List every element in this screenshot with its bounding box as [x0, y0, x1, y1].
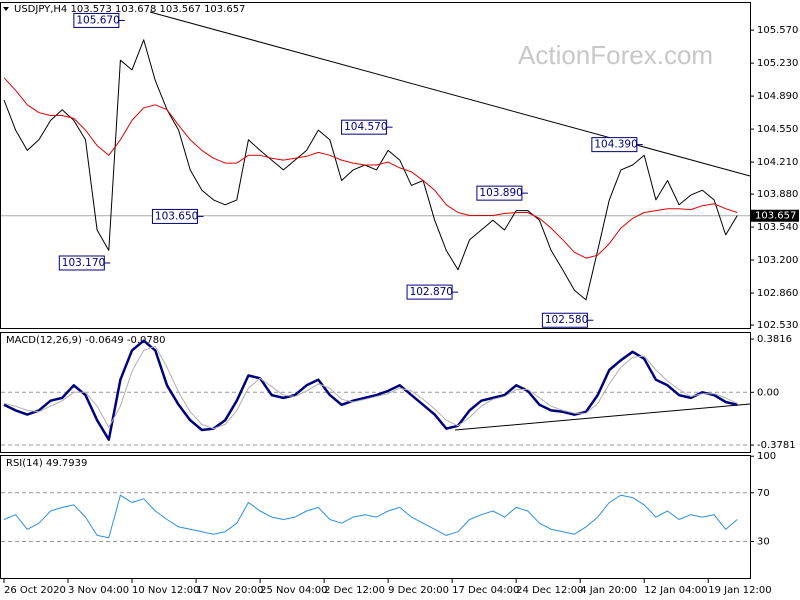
annotation-box — [341, 119, 388, 135]
x-tick-label: 2 Dec 12:00 — [324, 585, 385, 596]
x-tick-label: 4 Jan 20:00 — [580, 585, 637, 596]
annotation-box — [58, 255, 105, 271]
price-title: USDJPY,H4 103.573 103.678 103.567 103.65… — [14, 4, 245, 15]
x-tick-label: 25 Nov 04:00 — [260, 585, 327, 596]
y-tick-label: 103.880 — [757, 189, 798, 200]
x-tick-label: 17 Nov 20:00 — [196, 585, 263, 596]
annotation-label: 104.390 — [594, 139, 637, 151]
x-tick-label: 24 Dec 12:00 — [516, 585, 583, 596]
annotation-label: 103.170 — [62, 257, 105, 269]
x-tick-label: 12 Jan 04:00 — [644, 585, 707, 596]
panel-frame — [0, 2, 751, 329]
macd-trend-line — [454, 403, 751, 431]
x-tick-label: 3 Nov 04:00 — [68, 585, 129, 596]
annotation-box — [406, 284, 453, 300]
x-tick-label: 10 Nov 12:00 — [132, 585, 199, 596]
annotation-box — [591, 137, 638, 153]
trend-line — [149, 11, 751, 177]
annotation-box — [73, 12, 120, 28]
annotation-label: 102.580 — [545, 314, 588, 326]
y-tick-label: 102.530 — [757, 320, 798, 331]
annotation-box — [541, 312, 588, 328]
series-line — [3, 39, 738, 301]
annotation-box — [476, 185, 523, 201]
series-line — [3, 345, 738, 430]
y-tick-label: 104.210 — [757, 157, 798, 168]
last-price-label: 103.657 — [755, 211, 796, 222]
series-line — [3, 77, 738, 259]
x-tick-label: 19 Jan 12:00 — [708, 585, 771, 596]
y-tick-label: -0.3781 — [757, 440, 796, 451]
x-tick-label: 17 Dec 04:00 — [452, 585, 519, 596]
y-tick-label: 105.230 — [757, 58, 798, 69]
annotation-box — [151, 208, 198, 224]
y-tick-label: 104.550 — [757, 124, 798, 135]
annotation-label: 104.570 — [344, 121, 387, 133]
last-price-box — [751, 209, 799, 222]
y-tick-label: 105.570 — [757, 25, 798, 36]
macd-title: MACD(12,26,9) -0.0649 -0.0780 — [6, 335, 166, 346]
menu-arrow — [3, 7, 9, 11]
series-line — [3, 494, 738, 539]
watermark: ActionForex.com — [518, 40, 713, 70]
y-tick-label: 100 — [757, 451, 776, 462]
rsi-title: RSI(14) 49.7939 — [6, 458, 87, 469]
y-tick-label: 0.3816 — [757, 334, 792, 345]
annotation-label: 103.650 — [155, 210, 198, 222]
y-tick-label: 0.00 — [757, 387, 779, 398]
y-tick-label: 103.540 — [757, 222, 798, 233]
annotation-label: 103.890 — [479, 187, 522, 199]
y-tick-label: 70 — [757, 488, 770, 499]
panel-frame — [0, 455, 751, 579]
annotation-label: 105.670 — [76, 14, 119, 26]
x-tick-label: 9 Dec 20:00 — [388, 585, 449, 596]
y-tick-label: 102.860 — [757, 288, 798, 299]
annotation-label: 102.870 — [410, 286, 453, 298]
y-tick-label: 104.890 — [757, 91, 798, 102]
y-tick-label: 103.200 — [757, 255, 798, 266]
series-line — [3, 339, 738, 441]
x-tick-label: 26 Oct 2020 — [4, 585, 66, 596]
y-tick-label: 30 — [757, 536, 770, 547]
